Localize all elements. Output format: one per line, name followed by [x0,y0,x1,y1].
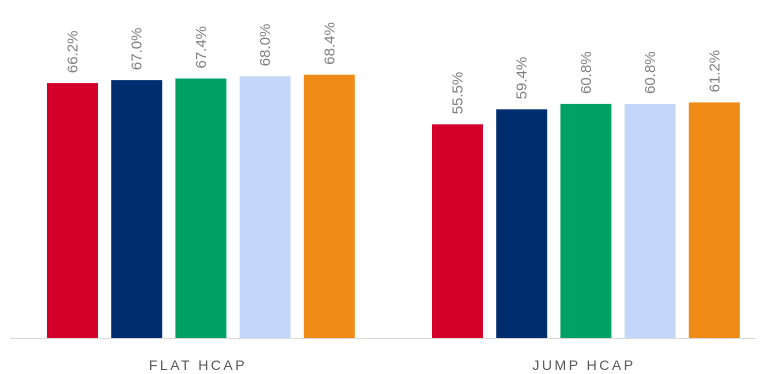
bar-flat-1 [47,83,98,338]
data-label-flat-3: 67.4% [193,26,210,69]
bars-group [47,74,740,339]
bar-jump-1 [432,124,483,338]
data-label-jump-1: 55.5% [450,72,467,115]
data-label-jump-4: 60.8% [642,51,659,94]
data-label-flat-4: 68.0% [257,24,274,67]
bar-jump-3 [560,103,612,339]
bar-flat-2 [111,80,163,338]
bar-flat-4 [239,76,291,338]
data-labels-group: 66.2% 67.0% 67.4% 68.0% 68.4% 55.5% 59.4% 60.8%… [65,22,724,114]
bar-flat-3 [175,78,227,338]
category-label-jump-hcap: JUMP HCAP [532,357,635,373]
data-label-jump-3: 60.8% [578,51,595,94]
data-label-flat-5: 68.4% [321,22,338,65]
category-label-flat-hcap: FLAT HCAP [149,357,247,373]
bar-jump-2 [496,109,548,338]
data-label-flat-2: 67.0% [129,28,146,71]
bar-jump-4 [624,103,676,339]
data-label-flat-1: 66.2% [65,31,82,74]
data-label-jump-2: 59.4% [514,57,531,100]
bar-flat-5 [303,74,355,338]
data-label-jump-5: 61.2% [706,50,723,93]
bar-jump-5 [688,102,740,339]
